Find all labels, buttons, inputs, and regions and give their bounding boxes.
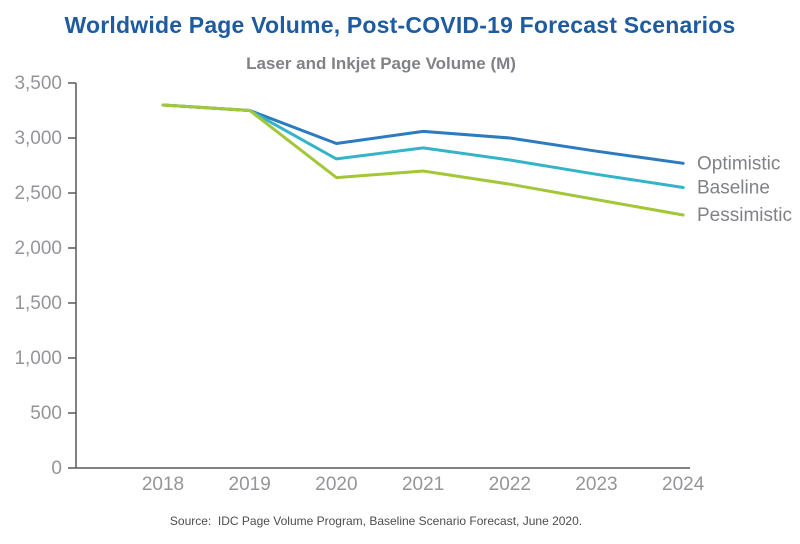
- x-tick-label: 2018: [142, 474, 184, 495]
- x-tick-label: 2019: [229, 474, 271, 495]
- series-line-optimistic: [161, 103, 685, 165]
- y-tick-label: 2,000: [14, 238, 62, 259]
- y-tick-label: 1,000: [14, 348, 62, 369]
- y-tick-label: 2,500: [14, 183, 62, 204]
- y-tick-label: 3,000: [14, 128, 62, 149]
- x-tick-label: 2023: [575, 474, 617, 495]
- series-line-pessimistic: [161, 103, 685, 217]
- source-note: Source: IDC Page Volume Program, Baselin…: [169, 514, 583, 528]
- x-tick-label: 2021: [402, 474, 444, 495]
- chart-subtitle: Laser and Inkjet Page Volume (M): [246, 54, 516, 73]
- x-tick-label: 2020: [315, 474, 357, 495]
- legend-label-baseline: Baseline: [697, 178, 770, 199]
- y-tick-label: 500: [30, 403, 62, 424]
- y-tick-label: 3,500: [14, 73, 62, 94]
- legend-label-pessimistic: Pessimistic: [697, 205, 792, 226]
- y-tick-label: 1,500: [14, 293, 62, 314]
- x-tick-label: 2022: [489, 474, 531, 495]
- page-title: Worldwide Page Volume, Post-COVID-19 For…: [64, 12, 736, 38]
- y-tick-label: 0: [51, 458, 62, 479]
- x-tick-label: 2024: [662, 474, 705, 495]
- legend-label-optimistic: Optimistic: [697, 153, 780, 174]
- series-line-baseline: [161, 103, 685, 189]
